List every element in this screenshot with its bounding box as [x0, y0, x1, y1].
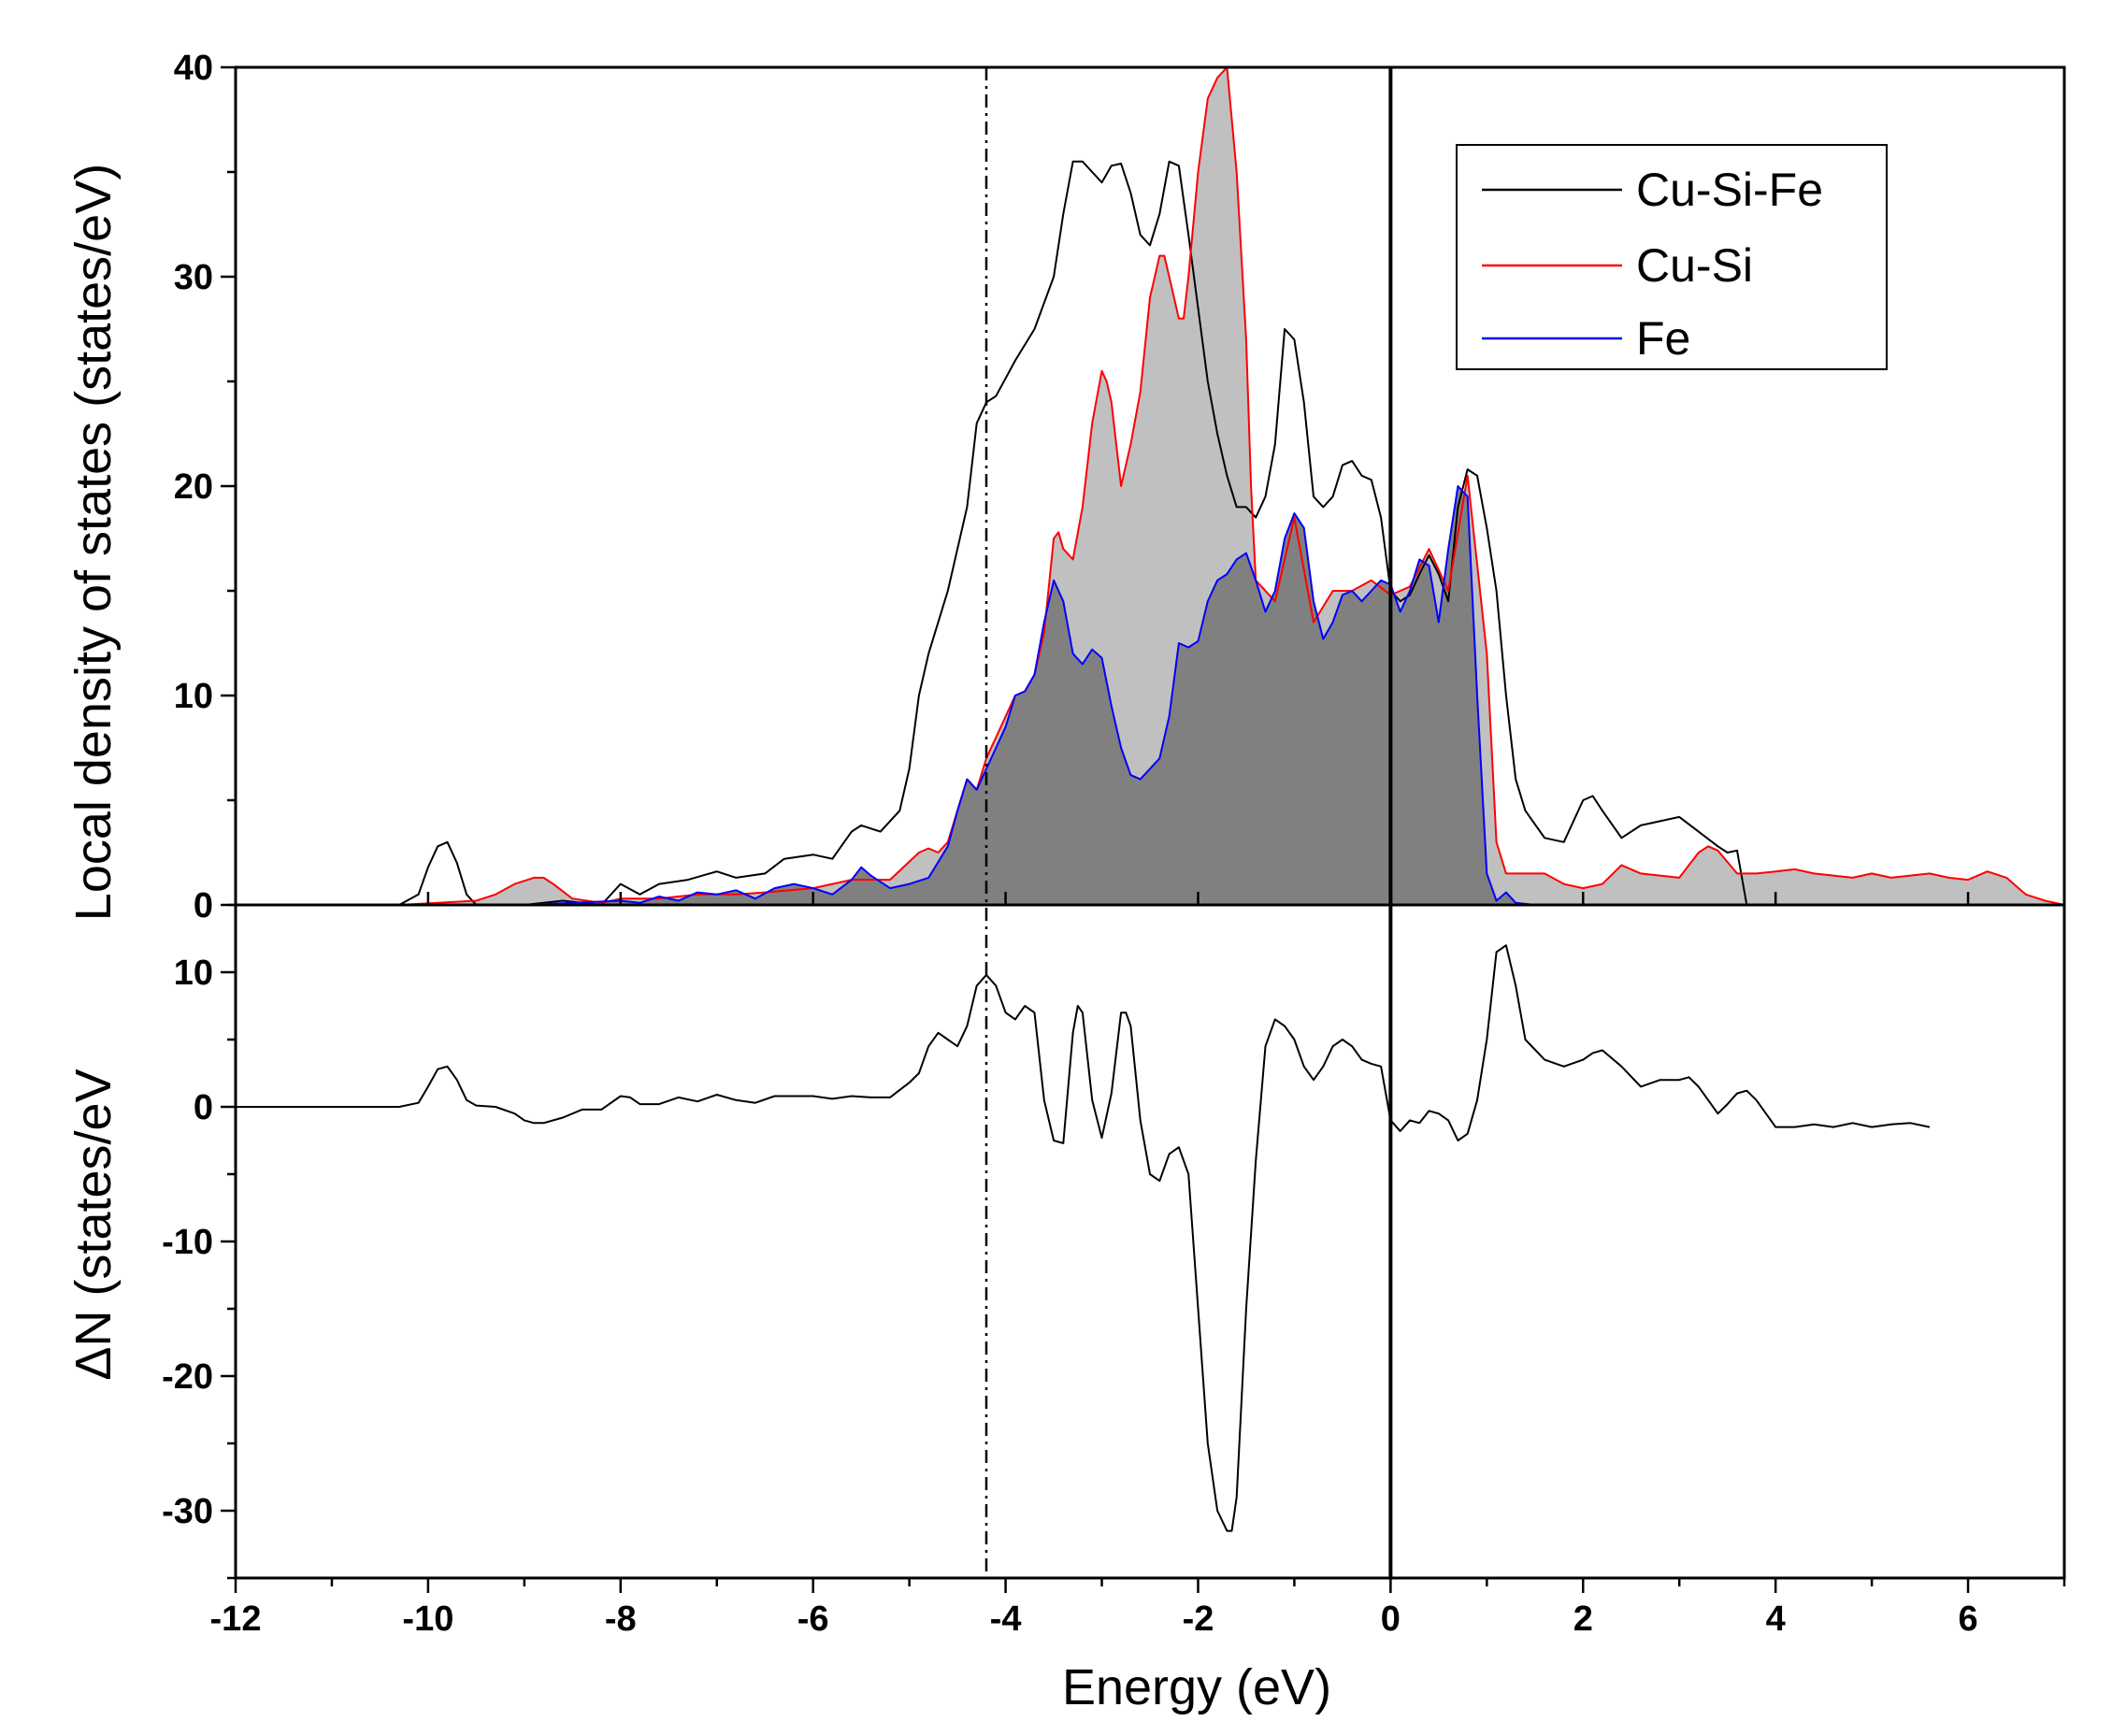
axis-ticks: [221, 65, 2066, 1593]
line-cu-si-fe: [236, 160, 1748, 906]
bottom-y-tick-label: -20: [162, 1357, 213, 1397]
line-cu-si: [303, 66, 2065, 906]
x-tick-label: -4: [990, 1600, 1022, 1639]
x-axis-title: Energy (eV): [1062, 1659, 1331, 1715]
bottom-y-axis-title: ΔN (states/eV: [65, 1069, 122, 1380]
x-tick-label: 6: [1958, 1600, 1977, 1639]
series-lines: [236, 66, 2065, 1532]
top-y-tick-label: 0: [194, 886, 213, 925]
reference-lines: [984, 67, 1393, 1578]
x-tick-label: -8: [605, 1600, 637, 1639]
x-tick-label: 2: [1573, 1600, 1593, 1639]
legend-box: [1456, 144, 1888, 370]
bottom-y-tick-label: -10: [162, 1223, 213, 1262]
x-tick-label: 0: [1381, 1600, 1401, 1639]
line-delta-n: [236, 944, 1931, 1532]
fill-cu-si: [303, 67, 2065, 905]
top-y-tick-label: 20: [174, 467, 213, 507]
legend-label-cu-si: Cu-Si: [1636, 239, 1753, 292]
top-y-axis-title: Local density of states (states/eV): [65, 164, 122, 921]
bottom-y-tick-label: 0: [194, 1088, 213, 1127]
line-fe: [399, 485, 1680, 906]
x-tick-label: -12: [210, 1600, 262, 1639]
filled-areas: [303, 67, 2065, 905]
x-tick-label: -10: [402, 1600, 453, 1639]
bottom-y-tick-label: -30: [162, 1492, 213, 1531]
top-y-tick-label: 10: [174, 677, 213, 716]
top-y-tick-label: 40: [174, 49, 213, 88]
legend-label-fe: Fe: [1636, 312, 1690, 365]
top-y-tick-label: 30: [174, 258, 213, 297]
fill-fe: [399, 486, 1680, 905]
x-tick-label: 4: [1766, 1600, 1786, 1639]
bottom-y-tick-label: 10: [174, 954, 213, 993]
x-tick-label: -6: [797, 1600, 829, 1639]
legend-label-cu-si-fe: Cu-Si-Fe: [1636, 164, 1823, 216]
legend: Cu-Si-Fe Cu-Si Fe: [1456, 144, 1888, 370]
x-tick-label: -2: [1183, 1600, 1214, 1639]
bottom-panel-frame: [234, 903, 2066, 1580]
